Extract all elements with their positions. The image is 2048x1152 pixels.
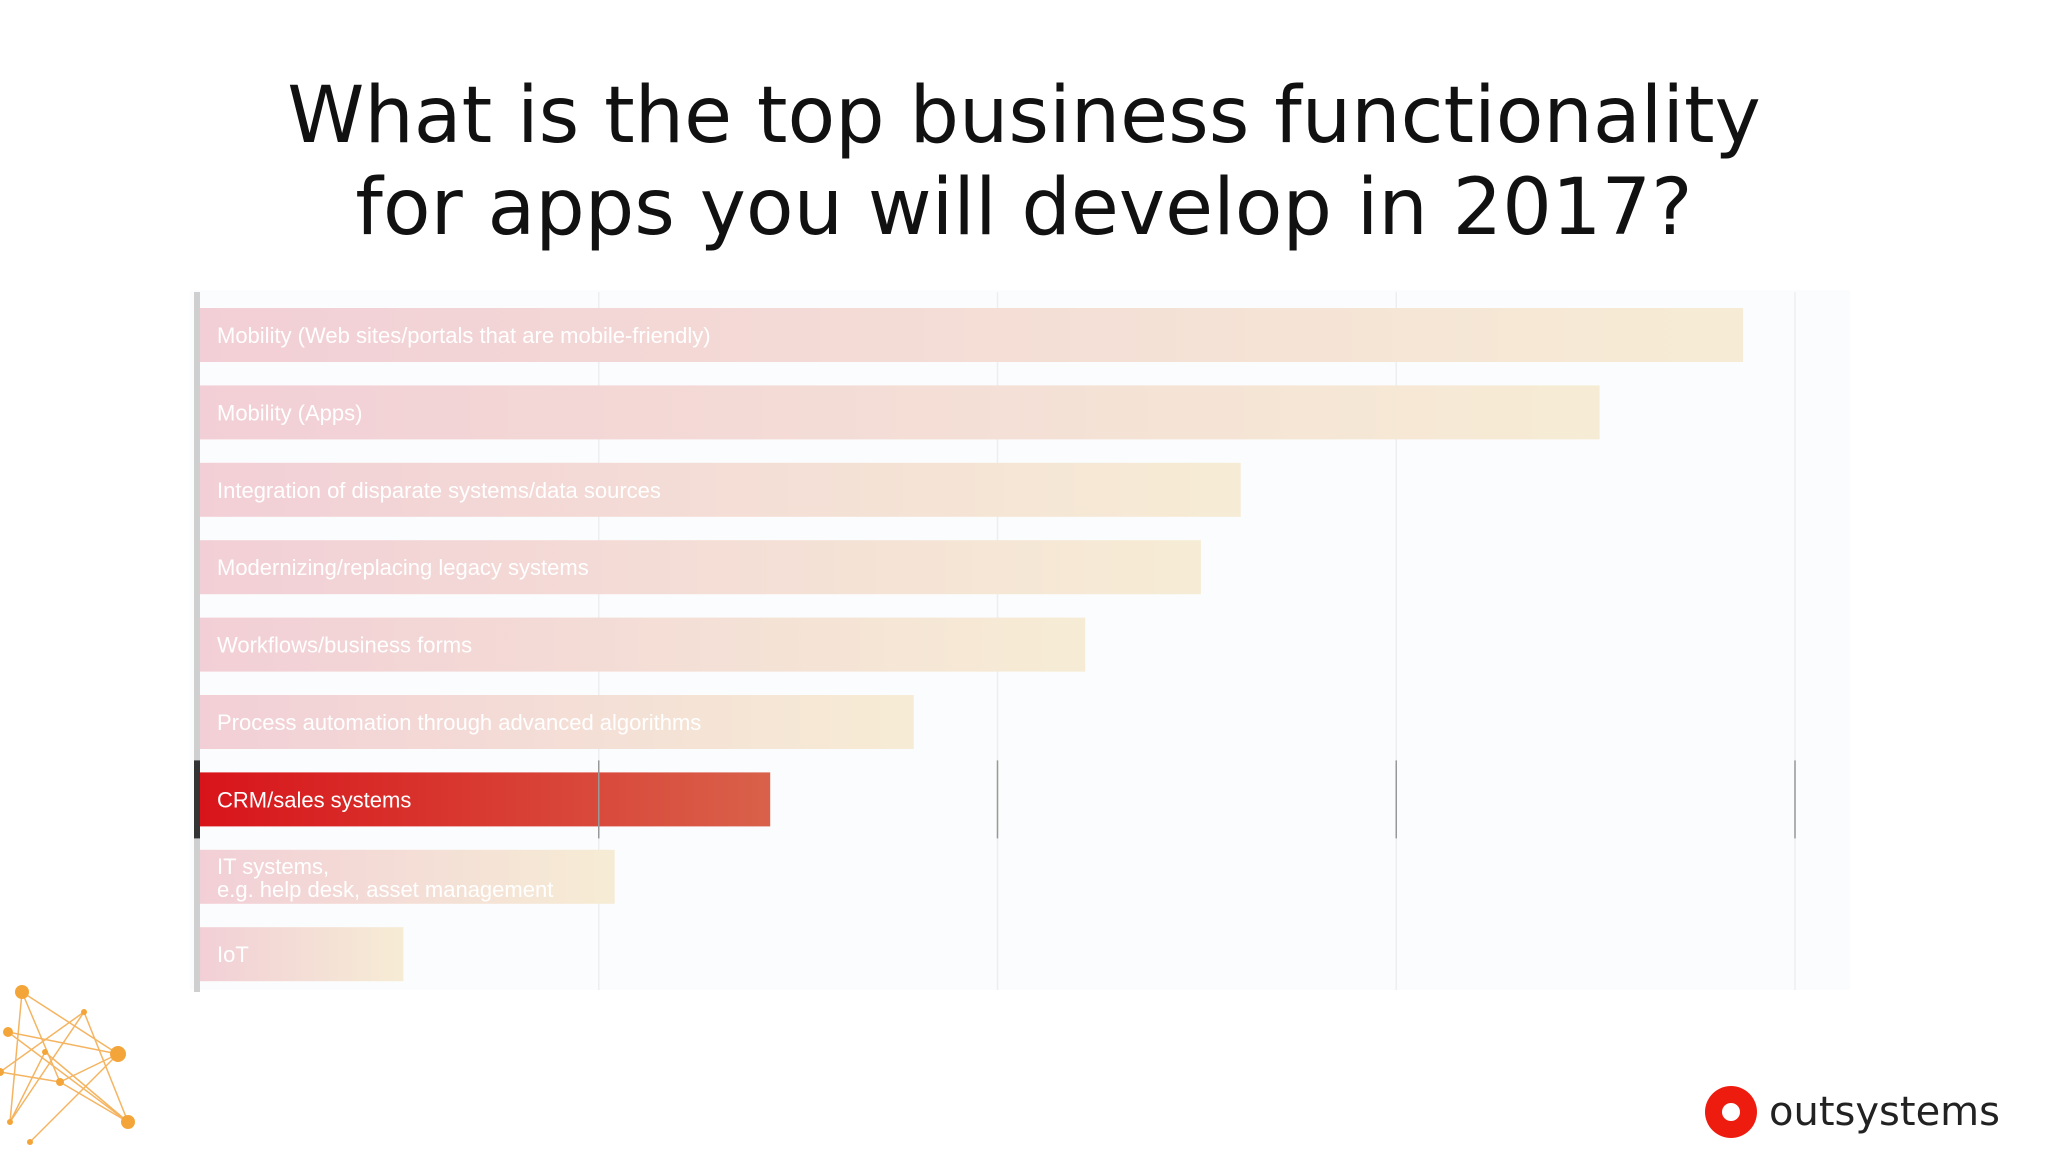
page-title: What is the top business functionality f… <box>0 70 2048 254</box>
bar-label: Workflows/business forms <box>217 633 472 658</box>
outsystems-logo-icon <box>1705 1086 1758 1138</box>
highlight-axis-marker <box>194 760 200 839</box>
y-axis-line <box>194 292 200 992</box>
bar <box>200 385 1600 440</box>
bar <box>200 540 1201 595</box>
title-line-2: for apps you will develop in 2017? <box>355 163 1693 253</box>
title-line-1: What is the top business functionality <box>287 71 1761 161</box>
bar <box>200 462 1241 517</box>
bar <box>200 849 615 904</box>
brand-name: outsystems <box>1769 1089 2000 1135</box>
bar-label: IoT <box>217 942 249 967</box>
bar-label: CRM/sales systems <box>217 787 411 812</box>
bar-label: Process automation through advanced algo… <box>217 710 701 735</box>
bar <box>200 927 404 982</box>
bar-label: IT systems, e.g. help desk, asset managem… <box>217 854 553 902</box>
bar <box>200 695 914 749</box>
bar-label: Mobility (Web sites/portals that are mob… <box>217 323 711 348</box>
bars: Mobility (Web sites/portals that are mob… <box>194 308 1796 982</box>
bar-label: Mobility (Apps) <box>217 400 362 425</box>
brand-logo: outsystems <box>1705 1086 2000 1138</box>
bar <box>200 308 1744 362</box>
bar-label: Modernizing/replacing legacy systems <box>217 555 589 580</box>
bar-label: Integration of disparate systems/data so… <box>217 478 661 503</box>
bar-highlighted <box>200 772 771 827</box>
bar <box>200 617 1086 672</box>
network-decoration <box>0 985 135 1145</box>
